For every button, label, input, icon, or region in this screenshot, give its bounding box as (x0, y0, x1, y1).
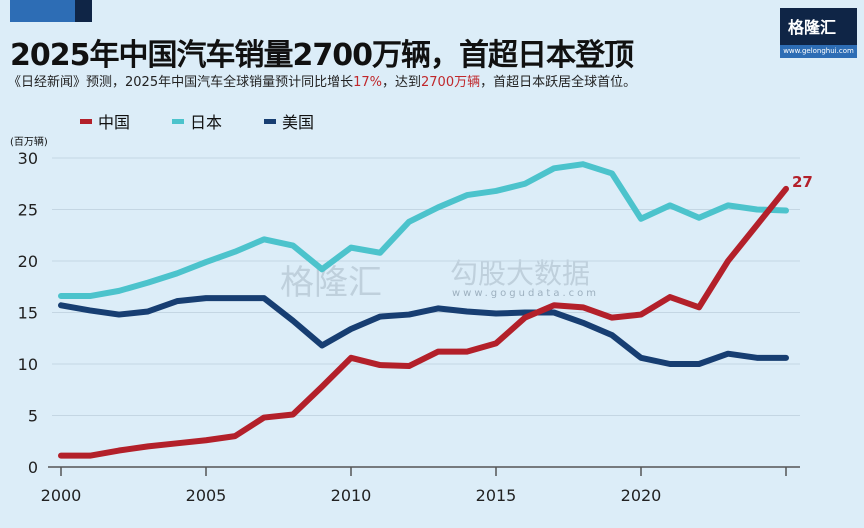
y-tick-label: 30 (18, 149, 38, 168)
x-tick-label: 2005 (186, 486, 227, 505)
y-tick-label: 5 (28, 407, 38, 426)
legend-item-china: 中国 (80, 109, 130, 133)
y-tick-label: 0 (28, 458, 38, 477)
x-tick-label: 2010 (331, 486, 372, 505)
y-tick-label: 15 (18, 304, 38, 323)
watermark-brand: 格隆汇 (280, 263, 382, 303)
watermark-url: www.gogudata.com (452, 288, 600, 299)
chart-title: 2025年中国汽车销量2700万辆，首超日本登顶 (10, 38, 634, 73)
series-line-japan (58, 161, 789, 300)
series-line-china (58, 185, 789, 459)
x-tick-label: 2015 (476, 486, 517, 505)
brand-logo: 格隆汇 www.gelonghui.com (780, 8, 857, 58)
end-value-label: 27 (792, 173, 813, 191)
y-tick-label: 20 (18, 252, 38, 271)
legend-item-japan: 日本 (172, 109, 222, 133)
y-tick-label: 25 (18, 201, 38, 220)
y-tick-label: 10 (18, 355, 38, 374)
y-axis-unit: (百万辆) (10, 137, 48, 148)
watermark-data-brand: 勾股大数据 (450, 257, 591, 290)
chart-subtitle: 《日经新闻》预测，2025年中国汽车全球销量预计同比增长17%，达到2700万辆… (8, 75, 637, 90)
header-decoration (10, 0, 92, 22)
x-tick-label: 2020 (621, 486, 662, 505)
legend-item-usa: 美国 (264, 109, 314, 133)
x-tick-label: 2000 (41, 486, 82, 505)
legend: 中国 日本 美国 (80, 109, 314, 133)
series-line-usa (58, 295, 789, 367)
